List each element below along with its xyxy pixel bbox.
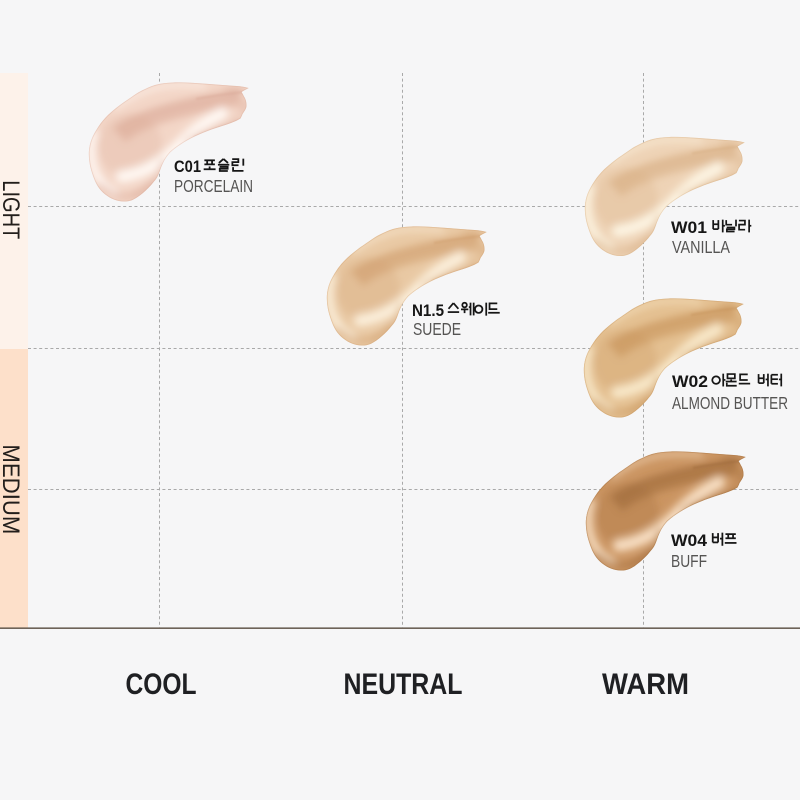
svg-text:C01: C01 [174,157,201,176]
svg-text:SUEDE: SUEDE [413,319,461,339]
svg-text:W01: W01 [671,218,707,237]
svg-text:W02: W02 [672,372,708,391]
svg-text:N1.5: N1.5 [412,301,444,320]
svg-text:W04: W04 [671,531,708,550]
svg-text:MEDIUM: MEDIUM [0,444,23,534]
svg-text:ALMOND BUTTER: ALMOND BUTTER [672,393,788,413]
svg-text:BUFF: BUFF [671,551,707,571]
svg-text:PORCELAIN: PORCELAIN [174,176,253,196]
svg-text:WARM: WARM [602,668,689,701]
svg-text:NEUTRAL: NEUTRAL [344,668,463,701]
svg-text:LIGHT: LIGHT [0,180,23,239]
svg-text:COOL: COOL [126,668,197,701]
svg-text:VANILLA: VANILLA [672,237,730,257]
